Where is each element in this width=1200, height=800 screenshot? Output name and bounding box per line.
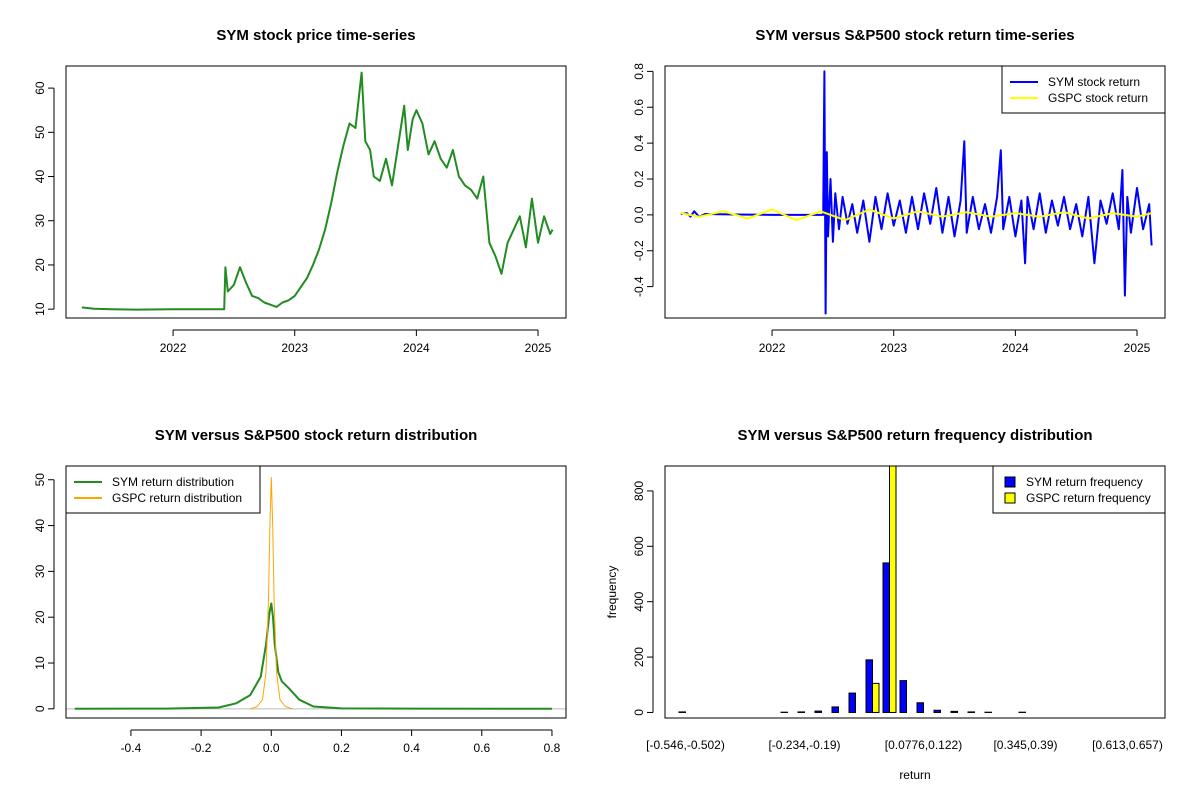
series-line-0 — [680, 70, 1153, 315]
x-tick-label: 0.4 — [403, 741, 420, 755]
legend-box — [992, 465, 1166, 514]
y-tick-label: 0.8 — [632, 63, 646, 80]
x-axis-title: return — [899, 768, 930, 782]
y-tick-label: 60 — [33, 81, 47, 95]
bar-gspc — [872, 682, 880, 713]
y-tick-label: 30 — [33, 214, 47, 228]
series-line-1 — [680, 208, 1152, 222]
x-tick-label: 0.6 — [473, 741, 490, 755]
bar-sym — [933, 709, 941, 713]
y-tick-label: 30 — [33, 564, 47, 578]
legend-label: GSPC stock return — [1048, 91, 1148, 105]
y-tick-label: -0.4 — [632, 276, 646, 297]
y-tick-label: -0.2 — [632, 240, 646, 261]
y-tick-label: 20 — [33, 610, 47, 624]
legend-label: SYM return distribution — [112, 475, 234, 489]
series-line-0 — [81, 71, 554, 311]
bar-sym — [797, 711, 805, 713]
y-tick-label: 10 — [33, 656, 47, 670]
bar-gspc — [889, 465, 897, 713]
histogram-chart: SYM versus S&P500 return frequency distr… — [605, 427, 1166, 782]
y-tick-label: 40 — [33, 170, 47, 184]
bar-sym — [967, 711, 975, 713]
legend-box — [65, 465, 261, 514]
x-tick-label: 2024 — [403, 341, 430, 355]
bar-sym — [899, 680, 907, 713]
x-tick-label: 2025 — [525, 341, 552, 355]
chart-title: SYM stock price time-series — [216, 27, 415, 44]
price-chart: SYM stock price time-series 2022 2023 2024 2… — [33, 27, 567, 355]
chart-title: SYM versus S&P500 stock return time-seri… — [755, 27, 1074, 44]
plot-frame — [65, 65, 567, 319]
x-tick-label: 2022 — [759, 341, 786, 355]
bar-sym — [678, 711, 686, 713]
y-tick-label: 200 — [632, 647, 646, 667]
x-tick-label: -0.2 — [191, 741, 212, 755]
y-tick-label: 10 — [33, 302, 47, 316]
bar-sym — [814, 710, 822, 713]
bar-sym — [916, 702, 924, 713]
y-tick-label: 0.6 — [632, 99, 646, 116]
legend-label: GSPC return distribution — [112, 491, 242, 505]
category-label: [-0.546,-0.502) — [646, 738, 725, 752]
bar-sym — [865, 659, 873, 713]
x-tick-label: 2023 — [281, 341, 308, 355]
bar-sym — [882, 562, 890, 713]
legend-swatch — [1004, 492, 1016, 504]
x-tick-label: 2023 — [880, 341, 907, 355]
x-tick-label: 0.8 — [544, 741, 561, 755]
y-tick-label: 0.4 — [632, 134, 646, 151]
category-label: [0.345,0.39) — [993, 738, 1057, 752]
bar-sym — [848, 692, 856, 713]
x-tick-label: 0.0 — [263, 741, 280, 755]
legend-box — [1001, 65, 1166, 114]
y-tick-label: 50 — [33, 473, 47, 487]
chart-title: SYM versus S&P500 stock return distribut… — [155, 427, 478, 444]
y-tick-label: 50 — [33, 125, 47, 139]
y-tick-label: 0.0 — [632, 206, 646, 223]
legend-label: GSPC return frequency — [1026, 491, 1151, 505]
x-tick-label: -0.4 — [121, 741, 142, 755]
category-label: [0.0776,0.122) — [885, 738, 962, 752]
x-tick-label: 2022 — [160, 341, 187, 355]
x-tick-label: 2024 — [1002, 341, 1029, 355]
y-tick-label: 0 — [33, 705, 47, 712]
density-line-1 — [250, 477, 293, 710]
returns-chart: SYM versus S&P500 stock return time-seri… — [632, 27, 1166, 355]
plot-frame — [65, 465, 567, 719]
legend-label: SYM return frequency — [1026, 475, 1143, 489]
y-axis-title: frequency — [605, 566, 619, 619]
category-label: [0.613,0.657) — [1092, 738, 1163, 752]
y-tick-label: 20 — [33, 258, 47, 272]
bar-sym — [831, 706, 839, 713]
bar-sym — [950, 710, 958, 713]
density-chart: SYM versus S&P500 stock return distribut… — [33, 427, 567, 755]
y-tick-label: 800 — [632, 481, 646, 501]
y-tick-label: 600 — [632, 536, 646, 556]
y-tick-label: 400 — [632, 591, 646, 611]
x-tick-label: 0.2 — [333, 741, 350, 755]
plot-frame — [664, 65, 1166, 319]
density-line-0 — [74, 602, 553, 710]
y-tick-label: 40 — [33, 519, 47, 533]
category-label: [-0.234,-0.19) — [768, 738, 840, 752]
chart-title: SYM versus S&P500 return frequency distr… — [737, 427, 1092, 444]
x-tick-label: 2025 — [1124, 341, 1151, 355]
y-tick-label: 0 — [632, 709, 646, 716]
legend-label: SYM stock return — [1048, 75, 1140, 89]
plot-frame — [664, 465, 1166, 719]
legend-swatch — [1004, 476, 1016, 488]
y-tick-label: 0.2 — [632, 170, 646, 187]
